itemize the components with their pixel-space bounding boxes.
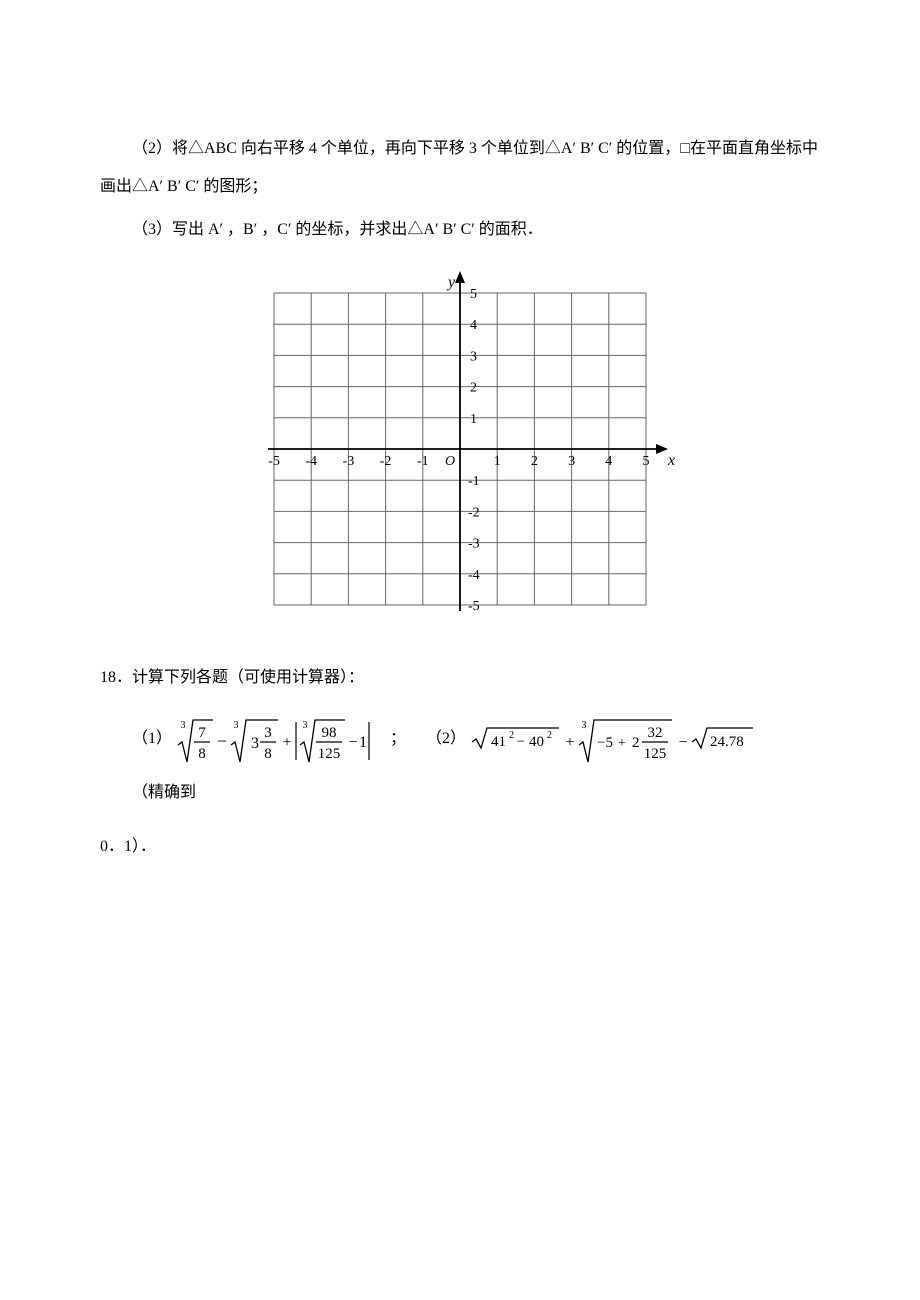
svg-text:-3: -3 [343, 454, 355, 469]
svg-text:125: 125 [318, 746, 341, 762]
svg-text:40: 40 [529, 734, 544, 750]
svg-text:2: 2 [509, 730, 514, 741]
svg-text:3: 3 [470, 350, 477, 365]
svg-text:-2: -2 [468, 506, 480, 521]
svg-text:−: − [517, 734, 525, 750]
svg-text:-4: -4 [468, 568, 480, 583]
formula-1: 378−3338+398125−1 [176, 710, 386, 770]
svg-text:4: 4 [605, 454, 612, 469]
svg-text:3: 3 [568, 454, 575, 469]
q18-p2-suffix: （精确到 [132, 774, 196, 812]
svg-text:-2: -2 [380, 454, 392, 469]
svg-text:3: 3 [181, 720, 186, 731]
q18-p1-prefix: （1） [132, 720, 172, 758]
svg-text:-5: -5 [468, 599, 480, 614]
svg-text:4: 4 [470, 318, 477, 333]
svg-text:-4: -4 [305, 454, 317, 469]
svg-text:41: 41 [491, 734, 506, 750]
q18-p2-prefix: （2） [426, 720, 466, 758]
svg-text:5: 5 [470, 287, 477, 302]
svg-text:+: + [618, 736, 626, 751]
svg-text:8: 8 [264, 746, 272, 762]
svg-text:2: 2 [547, 730, 552, 741]
svg-text:2: 2 [531, 454, 538, 469]
svg-text:3: 3 [303, 720, 308, 731]
svg-text:125: 125 [644, 746, 667, 762]
svg-text:7: 7 [198, 725, 206, 741]
q18-formulas: （1） 378−3338+398125−1 ； （2） 412−402+3−5+… [100, 710, 820, 812]
q18-title: 18．计算下列各题（可使用计算器）： [100, 659, 820, 697]
svg-text:98: 98 [322, 725, 337, 741]
svg-text:3: 3 [251, 735, 259, 752]
svg-text:−: − [679, 734, 688, 751]
coordinate-grid: -5 -4 -3 -2 -1 1 2 3 4 5 O 5 4 3 2 1 -1 -2 -3 -4 -5 y x [240, 259, 680, 639]
svg-text:8: 8 [198, 746, 206, 762]
svg-text:+: + [566, 734, 575, 751]
svg-text:5: 5 [643, 454, 650, 469]
svg-text:2: 2 [470, 381, 477, 396]
svg-text:x: x [667, 452, 675, 469]
svg-text:3: 3 [234, 720, 239, 731]
q18-precision: 0．1）． [100, 828, 820, 866]
svg-text:-1: -1 [468, 474, 480, 489]
q17-part2: （2）将△ABC 向右平移 4 个单位，再向下平移 3 个单位到△A′ B′ C… [100, 130, 820, 207]
svg-text:+: + [283, 734, 292, 751]
svg-text:1: 1 [359, 734, 367, 751]
svg-text:1: 1 [494, 454, 501, 469]
svg-text:3: 3 [264, 725, 272, 741]
svg-text:2: 2 [632, 735, 640, 751]
coordinate-grid-container: -5 -4 -3 -2 -1 1 2 3 4 5 O 5 4 3 2 1 -1 -2 -3 -4 -5 y x [100, 259, 820, 639]
formula-2: 412−402+3−5+232125−24.78 [470, 710, 780, 770]
svg-text:−: − [217, 731, 227, 751]
svg-text:24.78: 24.78 [710, 734, 744, 750]
svg-text:−: − [349, 734, 358, 751]
svg-text:1: 1 [470, 412, 477, 427]
svg-text:-1: -1 [417, 454, 429, 469]
svg-text:32: 32 [648, 725, 663, 741]
q17-part3: （3）写出 A′ ，B′ ，C′ 的坐标，并求出△A′ B′ C′ 的面积． [100, 211, 820, 249]
q18-p1-sep: ； [390, 720, 406, 758]
svg-text:O: O [445, 454, 455, 469]
svg-text:−5: −5 [597, 735, 613, 751]
svg-text:-3: -3 [468, 537, 480, 552]
svg-text:y: y [446, 274, 456, 291]
svg-text:3: 3 [582, 720, 587, 731]
svg-text:-5: -5 [268, 454, 280, 469]
